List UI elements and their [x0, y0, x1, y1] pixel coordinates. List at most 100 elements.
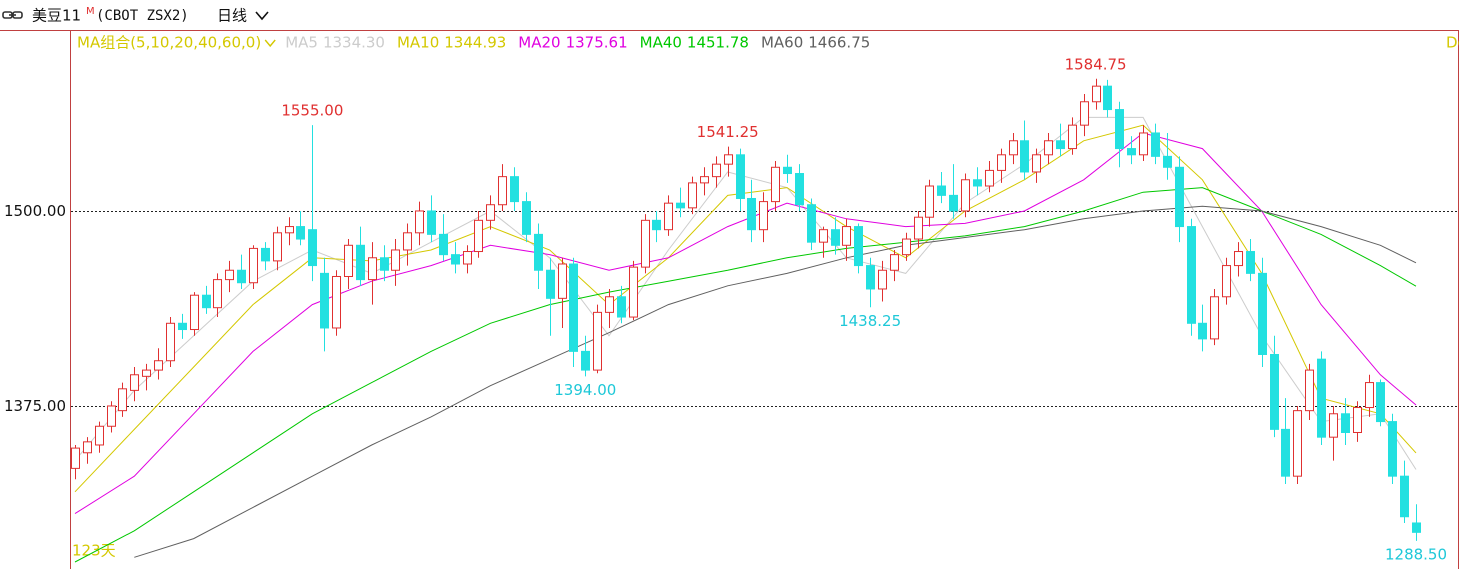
candle-body: [985, 169, 994, 187]
candle-body: [1234, 251, 1243, 267]
legend-name: MA40: [640, 34, 682, 52]
candle-body: [142, 369, 151, 377]
candle-body: [652, 219, 661, 231]
candle-body: [569, 263, 578, 352]
candle-body: [1376, 382, 1385, 423]
candle-body: [1341, 413, 1350, 433]
indicator-label[interactable]: MA组合(5,10,20,40,60,0): [77, 34, 261, 52]
y-tick-label: 1500.00: [4, 202, 66, 220]
candle-body: [380, 257, 389, 271]
candle-body: [1400, 475, 1409, 518]
legend-value: 1334.30: [323, 34, 385, 52]
price-annotation: 1288.50: [1385, 545, 1447, 563]
candle-body: [261, 247, 270, 262]
candle-body: [771, 166, 780, 203]
candle-body: [949, 194, 958, 212]
candle-body: [854, 226, 863, 267]
price-annotation: 1584.75: [1065, 55, 1127, 73]
candle-body: [83, 441, 92, 454]
symbol-code: (CBOT ZSX2): [96, 8, 189, 24]
candle-body: [890, 254, 899, 271]
candle-body: [546, 269, 555, 299]
price-annotation: 1394.00: [554, 381, 616, 399]
candle-body: [831, 229, 840, 246]
candle-body: [1388, 421, 1397, 477]
candle-body: [617, 296, 626, 318]
candle-body: [486, 204, 495, 221]
candle-body: [676, 202, 685, 209]
price-annotation: 1555.00: [281, 102, 343, 120]
candle-body: [878, 269, 887, 290]
candle-body: [914, 216, 923, 240]
period-chevron[interactable]: [255, 11, 269, 21]
candle-body: [819, 229, 828, 243]
candle-body: [451, 254, 460, 265]
candle-body: [202, 294, 211, 309]
candle-body: [902, 238, 911, 256]
candle-body: [320, 272, 329, 329]
candle-body: [391, 249, 400, 271]
candle-body: [178, 322, 187, 331]
legend-value: 1344.93: [444, 34, 506, 52]
candle-body: [237, 269, 246, 284]
candle-body: [1175, 166, 1184, 228]
candle-body: [688, 182, 697, 209]
candle-body: [118, 388, 127, 412]
candle-body: [1068, 124, 1077, 150]
ma-line: [74, 132, 1417, 515]
symbol: 美豆11: [32, 7, 81, 25]
candle-body: [1317, 358, 1326, 438]
y-tick-label: 1375.00: [4, 397, 66, 415]
candle-body: [190, 294, 199, 331]
candle-body: [1305, 369, 1314, 412]
candle-body: [1412, 522, 1421, 533]
candle-body: [736, 154, 745, 199]
candle-body: [154, 360, 163, 371]
price-annotation: 1541.25: [697, 123, 759, 141]
candle-body: [605, 296, 614, 313]
ma-line: [74, 124, 1417, 493]
candle-body: [973, 179, 982, 187]
corner-text: De: [1446, 34, 1459, 52]
candle-body: [997, 154, 1006, 171]
candle-body: [213, 279, 222, 309]
candle-body: [403, 232, 412, 251]
candle-body: [344, 244, 353, 277]
candle-body: [332, 275, 341, 329]
candle-body: [664, 202, 673, 231]
candle-body: [130, 374, 139, 391]
indicator-chevron: [264, 39, 276, 48]
candle-body: [1246, 251, 1255, 274]
candle-body: [439, 233, 448, 256]
candle-body: [866, 265, 875, 290]
candle-body: [629, 266, 638, 318]
period[interactable]: 日线: [217, 7, 247, 25]
legend-value: 1451.78: [687, 34, 749, 52]
candle-body: [1056, 140, 1065, 150]
candle-body: [225, 269, 234, 281]
candle-body: [795, 173, 804, 206]
candle-body: [273, 232, 282, 262]
candle-body: [1020, 140, 1029, 173]
symbol-sup: M: [86, 6, 95, 17]
candle-body: [1032, 154, 1041, 173]
candle-body: [95, 425, 104, 446]
candle-body: [961, 179, 970, 212]
candle-body: [783, 166, 792, 175]
ma-line: [134, 205, 1417, 558]
candle-body: [724, 154, 733, 165]
candle-body: [1198, 322, 1207, 340]
candle-body: [285, 226, 294, 234]
candle-body: [308, 229, 317, 267]
candle-body: [1353, 407, 1362, 433]
candle-body: [925, 185, 934, 218]
candle-body: [1151, 132, 1160, 157]
candle-body: [1329, 413, 1338, 438]
candle-body: [368, 257, 377, 281]
candle-body: [581, 350, 590, 371]
candle-body: [1187, 226, 1196, 324]
candle-body: [593, 311, 602, 371]
candle-body: [1009, 140, 1018, 156]
price-annotation: 1438.25: [839, 312, 901, 330]
